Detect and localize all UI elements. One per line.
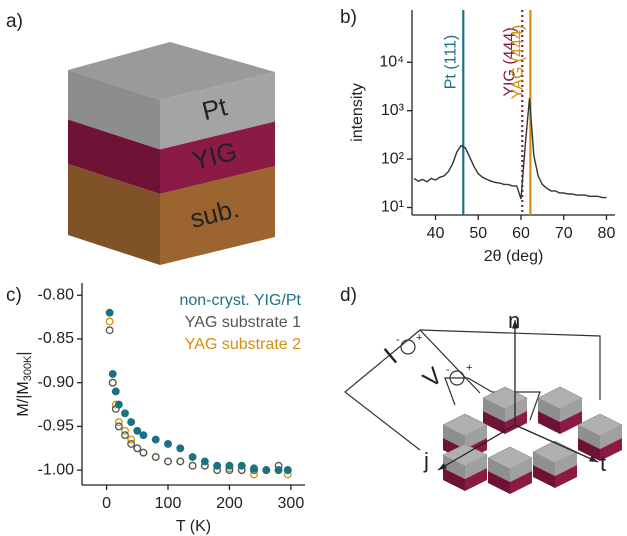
current-label: I [378,342,403,370]
data-point [177,458,184,465]
x-axis-label: 2θ (deg) [484,248,544,265]
y-axis-label: M/|M300K| [15,351,34,416]
y-axis-label-part: M/|M [15,381,32,416]
data-point [122,432,129,439]
annotation: YAG (444) [510,25,527,99]
sign: - [396,334,400,346]
axis-label: j [423,448,429,473]
sign: + [466,362,472,374]
data-point [134,427,141,434]
y-tick-label: -0.90 [38,374,75,391]
annotation: Pt (111) [443,35,460,90]
panel-label: c) [6,285,22,306]
x-tick-label: 0 [102,495,111,512]
y-axis-label-part: | [15,351,32,355]
y-axis-label-part: intensity [349,83,366,142]
data-point [116,401,123,408]
figure: a) b) c) d) PtYIGsub. n j t I V - + - + … [0,0,627,536]
data-point [109,371,116,378]
data-point [152,454,159,461]
spectrum-line [414,98,606,199]
data-point [202,458,209,465]
y-axis-label: intensity [349,83,366,142]
y-tick-label: 10¹ [381,199,404,216]
data-point [116,423,123,430]
sign: - [446,364,450,376]
data-point [109,379,116,386]
sign: + [416,332,422,344]
data-point [128,441,135,448]
y-tick-label: -0.85 [38,330,75,347]
data-point [189,454,196,461]
data-point [106,318,113,325]
y-tick-label: 10² [381,150,405,167]
data-point [106,309,113,316]
x-tick-label: 80 [598,225,616,242]
y-tick-label: -1.00 [38,461,75,478]
data-point [284,467,291,474]
legend-entry: YAG substrate 2 [185,336,301,353]
x-tick-label: 200 [216,495,243,512]
data-point [263,467,270,474]
panel-label: b) [340,7,357,28]
data-point [238,462,245,469]
data-point [251,465,258,472]
y-axis-label-part: 300K [22,355,34,381]
data-point [106,327,113,334]
data-point [165,441,172,448]
data-point [140,432,147,439]
y-tick-label: 10⁴ [379,53,404,70]
panel-label: d) [340,285,357,306]
y-tick-label: 10³ [381,102,405,119]
panel-label: a) [6,11,23,32]
data-point [214,462,221,469]
data-point [177,445,184,452]
data-point [122,410,129,417]
y-tick-label: -0.80 [38,286,75,303]
x-tick-label: 60 [512,225,530,242]
x-tick-label: 50 [469,225,487,242]
voltage-label: V [418,362,448,393]
data-point [152,436,159,443]
x-axis-label: T (K) [176,518,211,535]
x-tick-label: 100 [155,495,182,512]
data-point [165,458,172,465]
axis-label: t [600,451,606,476]
x-tick-label: 70 [555,225,573,242]
axis-label: n [508,308,520,333]
x-tick-label: 40 [427,225,445,242]
data-point [134,445,141,452]
page: {"chart_data":[ {"type":"line","panel_la… [0,0,627,536]
data-point [140,449,147,456]
x-tick-label: 300 [278,495,305,512]
data-point [112,388,119,395]
data-point [128,419,135,426]
y-tick-label: -0.95 [38,418,75,435]
legend-entry: non-cryst. YIG/Pt [179,292,301,309]
legend-entry: YAG substrate 1 [185,314,301,331]
data-point [189,462,196,469]
data-point [275,467,282,474]
data-point [226,462,233,469]
